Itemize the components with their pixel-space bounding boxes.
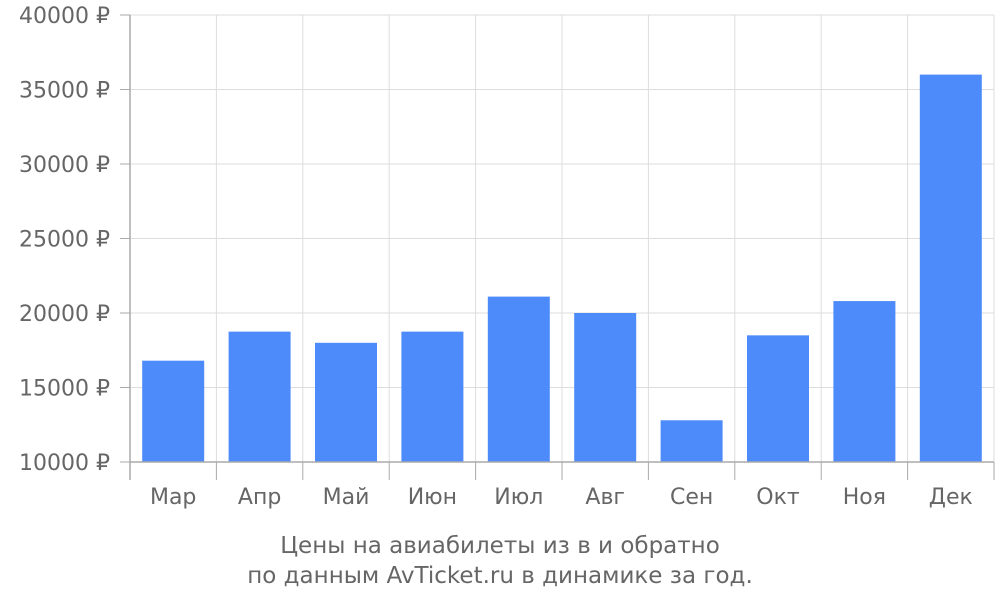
bar-5 [487, 296, 550, 462]
bar-chart: 10000 ₽ 15000 ₽ 20000 ₽ 25000 ₽ 30000 ₽ 35000… [19, 4, 995, 510]
bar-3 [315, 342, 377, 462]
x-axis-tick-labels: Мар Апр Май Июн Июл Авг Сен Окт Ноя Дек [150, 485, 973, 510]
x-tick-label: Мар [150, 485, 196, 510]
x-tick-label: Июл [494, 485, 543, 510]
axes [120, 14, 995, 480]
x-tick-label: Май [323, 485, 370, 510]
y-tick-label: 30000 ₽ [19, 153, 110, 178]
x-tick-label: Июн [408, 485, 457, 510]
bar-1 [142, 360, 205, 462]
bar-8 [747, 335, 809, 462]
y-tick-label: 35000 ₽ [19, 79, 110, 104]
y-tick-label: 40000 ₽ [19, 4, 110, 29]
bar-7 [660, 420, 723, 462]
chart-caption-line-1: Цены на авиабилеты из в и обратно [280, 533, 720, 559]
y-axis-tick-labels: 10000 ₽ 15000 ₽ 20000 ₽ 25000 ₽ 30000 ₽ 35000… [19, 4, 110, 476]
y-tick-label: 10000 ₽ [19, 451, 110, 476]
x-tick-label: Сен [670, 485, 713, 510]
bars [142, 74, 982, 462]
bar-9 [833, 301, 896, 462]
bar-6 [574, 313, 637, 462]
bar-10 [919, 74, 982, 462]
y-tick-label: 15000 ₽ [19, 377, 110, 402]
x-tick-label: Авг [585, 485, 625, 510]
y-tick-label: 25000 ₽ [19, 228, 110, 253]
x-tick-label: Дек [929, 485, 973, 510]
chart-caption-line-2: по данным AvTicket.ru в динамике за год. [247, 563, 753, 589]
y-tick-label: 20000 ₽ [19, 302, 110, 327]
bar-2 [228, 331, 291, 462]
x-tick-label: Апр [238, 485, 281, 510]
bar-4 [401, 331, 464, 462]
x-tick-label: Ноя [843, 485, 886, 510]
x-tick-label: Окт [756, 485, 800, 510]
grid [130, 14, 995, 463]
